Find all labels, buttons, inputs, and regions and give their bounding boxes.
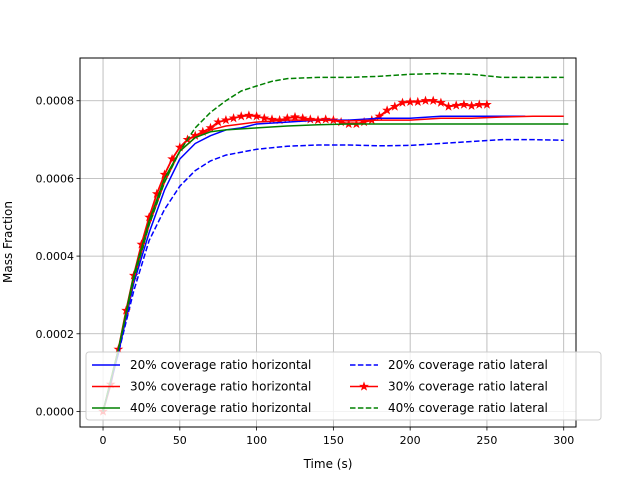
x-tick-label: 0 bbox=[100, 434, 107, 447]
y-tick-label: 0.0002 bbox=[36, 328, 75, 341]
data-point bbox=[259, 113, 270, 123]
series-line bbox=[102, 138, 564, 412]
legend-item: 40% coverage ratio lateral bbox=[350, 401, 548, 415]
legend-label: 40% coverage ratio horizontal bbox=[130, 401, 311, 415]
data-point bbox=[389, 101, 400, 111]
data-point bbox=[458, 99, 469, 109]
data-point bbox=[236, 111, 247, 121]
data-point bbox=[451, 100, 462, 110]
data-point bbox=[420, 95, 431, 105]
legend-label: 30% coverage ratio lateral bbox=[388, 380, 548, 394]
y-axis: 0.0000 0.0002 0.0004 0.0006 0.0008 bbox=[36, 95, 80, 418]
x-tick-label: 250 bbox=[476, 434, 497, 447]
x-tick-label: 300 bbox=[553, 434, 574, 447]
data-point bbox=[397, 97, 408, 107]
x-tick-label: 150 bbox=[323, 434, 344, 447]
series-line bbox=[102, 72, 564, 412]
plot-frame bbox=[79, 57, 577, 428]
y-tick-label: 0.0008 bbox=[36, 95, 75, 108]
data-point bbox=[466, 100, 477, 110]
data-point bbox=[251, 111, 262, 121]
x-tick-label: 100 bbox=[246, 434, 267, 447]
data-point bbox=[320, 114, 331, 124]
y-axis-label: Mass Fraction bbox=[1, 201, 15, 283]
data-point bbox=[474, 99, 485, 109]
data-point bbox=[412, 96, 423, 107]
x-axis: 0 50 100 150 200 250 300 bbox=[100, 427, 574, 447]
legend-item: 20% coverage ratio horizontal bbox=[92, 358, 311, 372]
legend-label: 30% coverage ratio horizontal bbox=[130, 380, 311, 394]
data-point bbox=[443, 101, 454, 111]
x-axis-label: Time (s) bbox=[303, 457, 353, 471]
legend-item: 40% coverage ratio horizontal bbox=[92, 401, 311, 415]
legend-label: 20% coverage ratio lateral bbox=[388, 358, 548, 372]
series-40-coverage-ratio-lateral bbox=[102, 72, 564, 412]
data-point bbox=[274, 114, 285, 125]
legend-item: 30% coverage ratio lateral bbox=[350, 380, 548, 394]
legend: 20% coverage ratio horizontal 30% coverag… bbox=[85, 351, 602, 421]
data-point bbox=[428, 95, 439, 105]
data-point bbox=[167, 153, 177, 164]
data-point bbox=[436, 97, 446, 107]
data-point bbox=[290, 111, 300, 122]
legend-box bbox=[85, 351, 602, 421]
legend-item: 20% coverage ratio lateral bbox=[350, 358, 548, 372]
legend-item: 30% coverage ratio horizontal bbox=[92, 380, 311, 394]
data-point bbox=[244, 110, 254, 120]
data-point bbox=[382, 105, 392, 115]
series-20-coverage-ratio-lateral bbox=[102, 138, 564, 412]
data-point bbox=[213, 117, 224, 127]
y-tick-label: 0.0004 bbox=[36, 250, 75, 263]
data-point bbox=[481, 99, 492, 109]
series-20-coverage-ratio-horizontal bbox=[102, 115, 526, 412]
legend-label: 20% coverage ratio horizontal bbox=[130, 358, 311, 372]
data-point bbox=[228, 113, 239, 123]
data-point bbox=[221, 114, 231, 125]
series-layer bbox=[98, 72, 569, 416]
series-line bbox=[102, 123, 569, 412]
y-tick-label: 0.0000 bbox=[36, 405, 75, 418]
legend-label: 40% coverage ratio lateral bbox=[388, 401, 548, 415]
x-tick-label: 50 bbox=[173, 434, 187, 447]
legend-marker bbox=[359, 381, 369, 391]
y-tick-label: 0.0006 bbox=[36, 172, 75, 185]
data-point bbox=[405, 96, 415, 107]
x-tick-label: 200 bbox=[400, 434, 421, 447]
series-40-coverage-ratio-horizontal bbox=[102, 123, 569, 412]
series-line bbox=[102, 115, 526, 412]
